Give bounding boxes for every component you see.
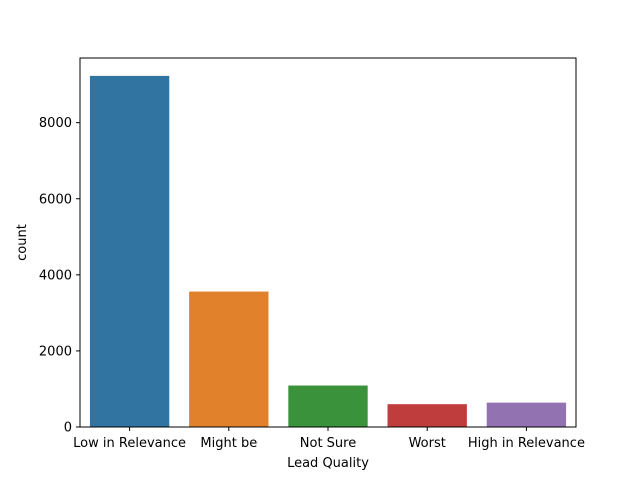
y-tick-label: 0 <box>64 421 72 436</box>
y-axis-ticks: 0 2000 4000 6000 8000 <box>39 116 80 436</box>
bar-might-be <box>189 291 269 427</box>
y-tick-label: 8000 <box>39 116 72 131</box>
bar-worst <box>387 404 467 427</box>
y-tick-label: 4000 <box>39 268 72 283</box>
bar-not-sure <box>288 385 368 427</box>
x-tick-label: Worst <box>409 436 446 451</box>
y-tick-label: 6000 <box>39 192 72 207</box>
x-axis-ticks: Low in Relevance Might be Not Sure Worst Hig… <box>73 427 585 451</box>
plot-frame <box>79 57 577 428</box>
x-axis-label: Lead Quality <box>287 456 369 471</box>
bar-low-in-relevance <box>89 75 170 427</box>
bars-group <box>89 75 567 427</box>
y-tick-label: 2000 <box>39 344 72 359</box>
y-axis-label: count <box>15 224 30 261</box>
x-tick-label: Low in Relevance <box>73 436 186 451</box>
x-tick-label: High in Relevance <box>468 436 585 451</box>
x-tick-label: Not Sure <box>300 436 356 451</box>
bar-high-in-relevance <box>486 402 567 427</box>
x-tick-label: Might be <box>200 436 257 451</box>
